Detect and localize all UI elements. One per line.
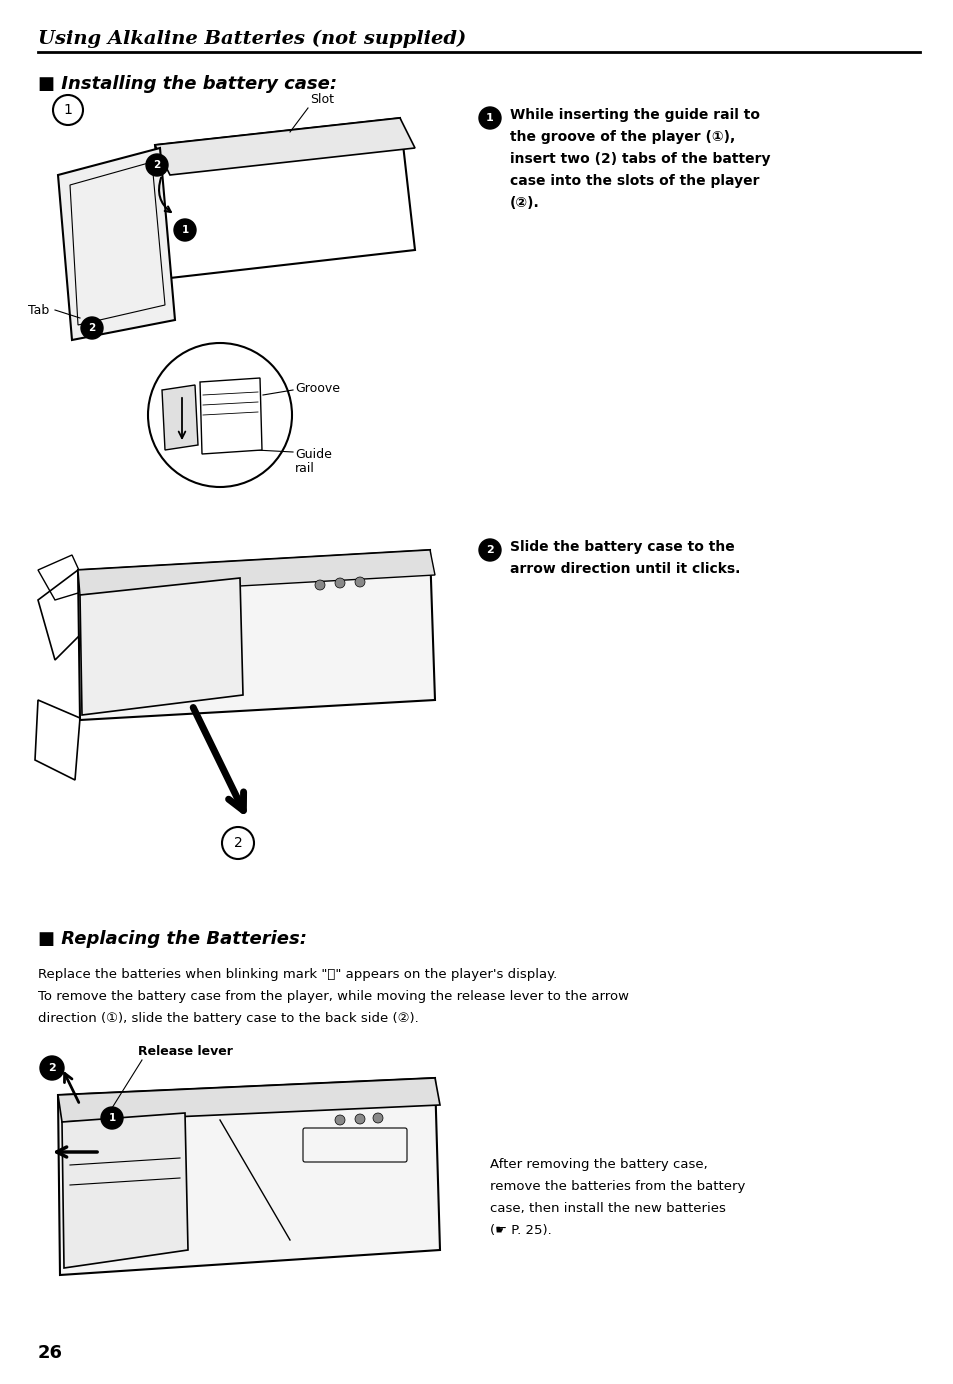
Text: To remove the battery case from the player, while moving the release lever to th: To remove the battery case from the play… [38, 990, 628, 1003]
Polygon shape [58, 1078, 439, 1275]
Text: 1: 1 [64, 102, 72, 118]
Text: Release lever: Release lever [138, 1045, 233, 1057]
Text: case into the slots of the player: case into the slots of the player [510, 174, 759, 188]
Polygon shape [162, 385, 198, 450]
Text: While inserting the guide rail to: While inserting the guide rail to [510, 108, 760, 122]
Text: Slot: Slot [310, 93, 334, 107]
Circle shape [81, 317, 103, 339]
Text: Using Alkaline Batteries (not supplied): Using Alkaline Batteries (not supplied) [38, 29, 466, 48]
Text: remove the batteries from the battery: remove the batteries from the battery [490, 1181, 744, 1193]
Circle shape [148, 343, 292, 487]
Text: Slide the battery case to the: Slide the battery case to the [510, 540, 734, 554]
Text: case, then install the new batteries: case, then install the new batteries [490, 1201, 725, 1215]
Text: arrow direction until it clicks.: arrow direction until it clicks. [510, 562, 740, 576]
Circle shape [355, 1114, 365, 1124]
Polygon shape [62, 1113, 188, 1268]
Circle shape [355, 577, 365, 587]
Text: the groove of the player (①),: the groove of the player (①), [510, 130, 735, 144]
Text: ■ Replacing the Batteries:: ■ Replacing the Batteries: [38, 930, 307, 948]
Polygon shape [78, 549, 435, 720]
Circle shape [40, 1056, 64, 1080]
Polygon shape [58, 1078, 439, 1122]
Text: ■ Installing the battery case:: ■ Installing the battery case: [38, 75, 336, 93]
Circle shape [478, 538, 500, 561]
Text: 26: 26 [38, 1344, 63, 1362]
Circle shape [373, 1113, 382, 1122]
Text: Guide: Guide [294, 448, 332, 461]
Polygon shape [200, 378, 262, 454]
Text: Replace the batteries when blinking mark "⌛" appears on the player's display.: Replace the batteries when blinking mark… [38, 967, 557, 981]
Text: insert two (2) tabs of the battery: insert two (2) tabs of the battery [510, 152, 770, 166]
Circle shape [101, 1107, 123, 1129]
Text: rail: rail [294, 462, 314, 475]
Circle shape [335, 579, 345, 588]
Text: direction (①), slide the battery case to the back side (②).: direction (①), slide the battery case to… [38, 1012, 418, 1026]
Text: 2: 2 [48, 1063, 56, 1073]
Circle shape [146, 154, 168, 176]
Text: Groove: Groove [294, 382, 339, 394]
Text: 2: 2 [89, 322, 95, 334]
Text: After removing the battery case,: After removing the battery case, [490, 1158, 707, 1171]
Circle shape [314, 580, 325, 590]
Text: Tab: Tab [28, 303, 50, 317]
Circle shape [335, 1116, 345, 1125]
Text: 2: 2 [233, 836, 242, 850]
Text: 1: 1 [486, 113, 494, 123]
Polygon shape [78, 549, 435, 595]
Text: 2: 2 [153, 161, 160, 170]
Text: 2: 2 [486, 545, 494, 555]
Text: (☛ P. 25).: (☛ P. 25). [490, 1223, 551, 1237]
Polygon shape [80, 579, 243, 716]
Polygon shape [154, 118, 415, 174]
Text: (②).: (②). [510, 197, 539, 210]
Text: 1: 1 [109, 1113, 115, 1122]
Polygon shape [58, 148, 174, 340]
Circle shape [173, 219, 195, 241]
Text: 1: 1 [181, 226, 189, 235]
Circle shape [478, 107, 500, 129]
